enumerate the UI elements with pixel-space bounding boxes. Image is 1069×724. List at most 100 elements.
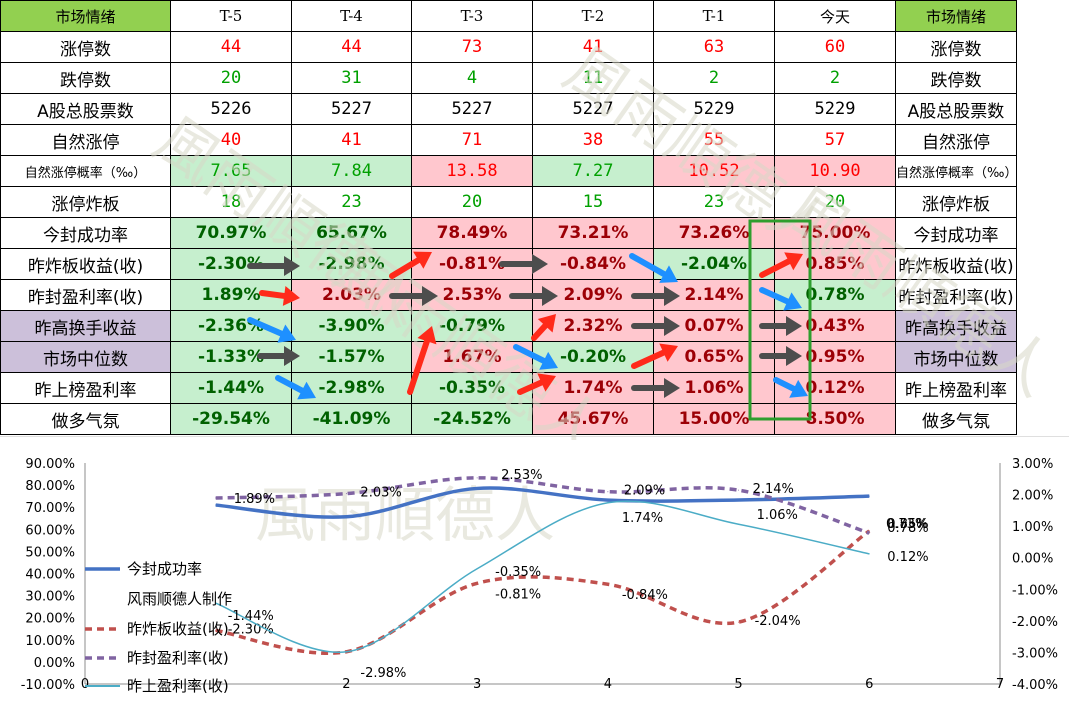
- table-row: 自然涨停 40 41 71 38 55 57 自然涨停: [0, 124, 1041, 156]
- table-cell: 7.84: [291, 155, 412, 187]
- left-tick-label: 30.00%: [25, 590, 75, 605]
- data-point: [345, 493, 347, 495]
- row-label-left: 今封成功率: [0, 217, 171, 249]
- left-tick-label: 70.00%: [25, 501, 75, 516]
- table-cell: 55: [653, 124, 775, 156]
- table-cell: 2.14%: [653, 279, 775, 311]
- table-cell: 70.97%: [170, 217, 292, 249]
- data-label: 2.53%: [501, 468, 542, 483]
- data-label: 1.74%: [622, 511, 663, 526]
- table-row: 昨炸板收益(收) -2.30% -2.98% -0.81% -0.84% -2.04% 0.…: [0, 248, 1041, 280]
- data-label: -0.35%: [495, 565, 541, 580]
- table-spacer: [1017, 94, 1041, 125]
- table-cell: -2.98%: [291, 248, 412, 280]
- sentiment-line-chart: 90.00%80.00%70.00%60.00%50.00%40.00%30.0…: [0, 436, 1069, 695]
- table-cell: 0.65%: [653, 341, 775, 373]
- table-spacer: [1017, 373, 1041, 404]
- row-label-left: 昨高换手收益: [0, 310, 171, 342]
- data-label: 2.14%: [753, 482, 794, 497]
- series-line: [215, 500, 870, 653]
- row-label-right: 昨高换手收益: [895, 310, 1017, 342]
- table-cell: -3.90%: [291, 310, 412, 342]
- table-cell: 73: [411, 31, 533, 63]
- table-cell: 1.06%: [653, 372, 775, 404]
- data-point: [607, 502, 609, 504]
- header-day-4: T-2: [532, 0, 654, 32]
- table-cell: 15: [532, 186, 654, 218]
- x-tick-label: 0: [81, 677, 89, 692]
- row-label-right: 涨停数: [895, 31, 1017, 63]
- table-spacer: [1017, 249, 1041, 280]
- row-label-right: 昨炸板收益(收): [895, 248, 1017, 280]
- row-label-left: 市场中位数: [0, 341, 171, 373]
- table-cell: 71: [411, 124, 533, 156]
- right-tick-label: 1.00%: [1012, 520, 1053, 535]
- right-tick-label: -4.00%: [1012, 678, 1058, 693]
- data-label: 0.12%: [887, 550, 928, 565]
- data-point: [868, 553, 870, 555]
- market-sentiment-table: 市场情绪 T-5 T-4 T-3 T-2 T-1 今天 市场情绪 涨停数 44 44 73 41 63 60…: [0, 0, 1041, 435]
- series-line: [215, 476, 870, 535]
- row-label-right: A股总股票数: [895, 93, 1017, 125]
- table-cell: 0.78%: [774, 279, 896, 311]
- data-point: [868, 495, 870, 497]
- table-cell: 5229: [653, 93, 775, 125]
- table-cell: 4: [411, 62, 533, 94]
- table-cell: 73.21%: [532, 217, 654, 249]
- table-cell: 23: [653, 186, 775, 218]
- left-tick-label: 0.00%: [34, 656, 75, 671]
- legend-label: 昨炸板收益(收): [127, 620, 229, 638]
- table-row: 昨上榜盈利率 -1.44% -2.98% -0.35% 1.74% 1.06% 0.12% 昨…: [0, 372, 1041, 404]
- table-cell: 0.85%: [774, 248, 896, 280]
- table-cell: 40: [170, 124, 292, 156]
- table-row: 今封成功率 70.97% 65.67% 78.49% 73.21% 73.26% 75.00…: [0, 217, 1041, 249]
- row-label-right: 自然涨停概率（‰）: [895, 155, 1017, 187]
- data-point: [476, 487, 478, 489]
- table-cell: 11: [532, 62, 654, 94]
- data-label: 0.78%: [887, 521, 928, 536]
- x-tick-label: 5: [734, 677, 742, 692]
- table-cell: 45.67%: [532, 403, 654, 435]
- table-spacer: [1017, 1, 1041, 32]
- data-label: 1.06%: [757, 508, 798, 523]
- table-cell: 44: [291, 31, 412, 63]
- table-spacer: [1017, 404, 1041, 435]
- row-label-right: 昨上榜盈利率: [895, 372, 1017, 404]
- data-point: [607, 583, 609, 585]
- row-label-left: 昨封盈利率(收): [0, 279, 171, 311]
- table-cell: 78.49%: [411, 217, 533, 249]
- table-spacer: [1017, 156, 1041, 187]
- data-point: [738, 489, 740, 491]
- data-point: [215, 602, 217, 604]
- table-row: 涨停炸板 18 23 20 15 23 20 涨停炸板: [0, 186, 1041, 218]
- table-cell: 2.09%: [532, 279, 654, 311]
- table-spacer: [1017, 187, 1041, 218]
- table-spacer: [1017, 342, 1041, 373]
- row-label-left: A股总股票数: [0, 93, 171, 125]
- table-cell: 1.74%: [532, 372, 654, 404]
- table-row: 市场中位数 -1.33% -1.57% 1.67% -0.20% 0.65% 0.95% 市场…: [0, 341, 1041, 373]
- data-label: -2.04%: [755, 614, 801, 629]
- table-cell: 2.03%: [291, 279, 412, 311]
- data-point: [738, 621, 740, 623]
- table-cell: 5227: [291, 93, 412, 125]
- table-spacer: [1017, 218, 1041, 249]
- row-label-left: 昨上榜盈利率: [0, 372, 171, 404]
- right-tick-label: 3.00%: [1012, 457, 1053, 472]
- header-day-6: 今天: [774, 0, 896, 32]
- table-cell: 41: [532, 31, 654, 63]
- data-label: -0.84%: [622, 588, 668, 603]
- legend-label: 昨封盈利率(收): [127, 649, 229, 667]
- row-label-right: 涨停炸板: [895, 186, 1017, 218]
- data-label: -2.30%: [228, 622, 274, 637]
- left-tick-label: 40.00%: [25, 568, 75, 583]
- table-cell: 13.58: [411, 155, 533, 187]
- table-cell: -24.52%: [411, 403, 533, 435]
- table-cell: -0.84%: [532, 248, 654, 280]
- left-tick-label: 20.00%: [25, 612, 75, 627]
- row-label-right: 自然涨停: [895, 124, 1017, 156]
- table-cell: 2.32%: [532, 310, 654, 342]
- table-cell: 1.89%: [170, 279, 292, 311]
- row-label-left: 涨停数: [0, 31, 171, 63]
- row-label-left: 昨炸板收益(收): [0, 248, 171, 280]
